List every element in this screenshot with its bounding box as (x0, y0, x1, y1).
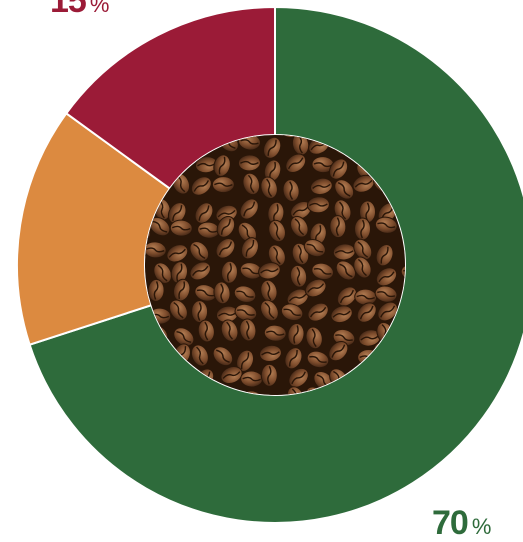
chart-area: 15% 70% (16, 0, 523, 540)
slice-label-70-value: 70 (432, 504, 469, 542)
slice-label-15: 15% (50, 0, 109, 18)
slice-label-70-unit: % (471, 514, 492, 539)
slice-label-70: 70% (432, 506, 491, 540)
donut-chart (16, 5, 523, 524)
slice-label-15-unit: % (89, 0, 110, 17)
slice-label-15-value: 15 (50, 0, 87, 20)
